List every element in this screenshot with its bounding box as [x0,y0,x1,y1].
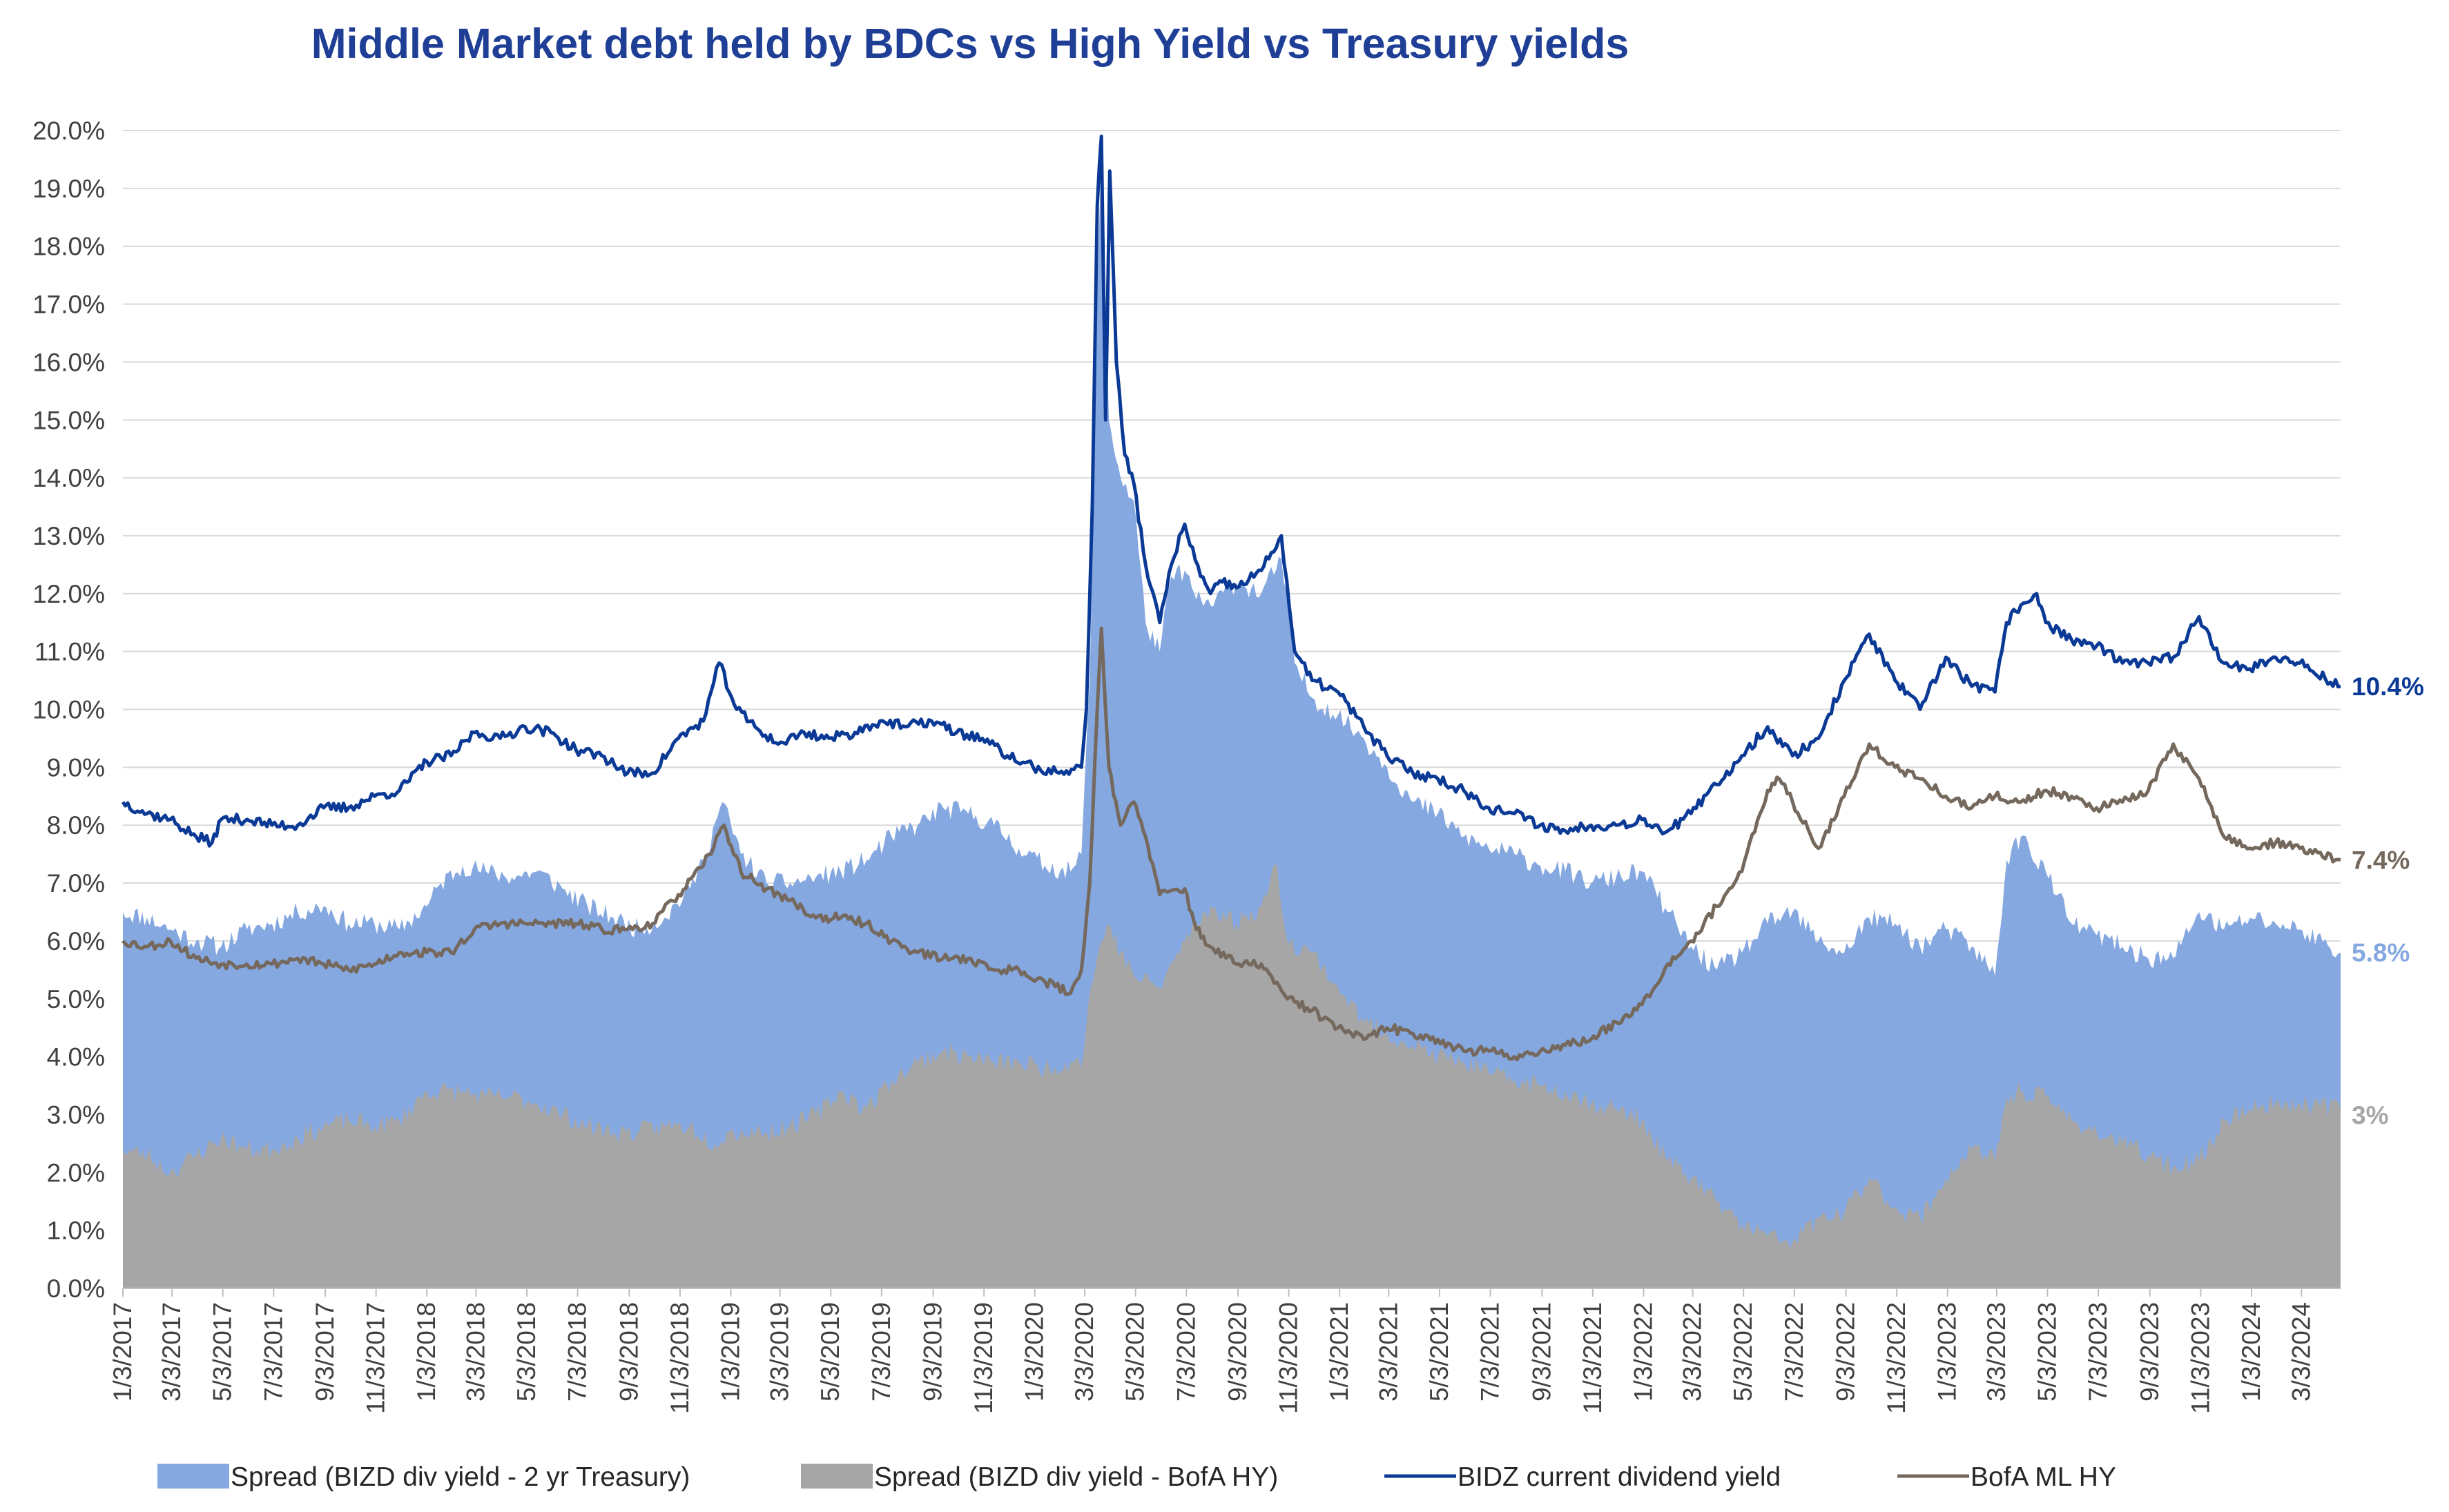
end-label-spread-bizd-div-yield-2-yr-treasury: 5.8% [2352,939,2410,967]
end-label-bofa-ml-hy: 7.4% [2352,846,2410,875]
axes: 0.0% 1.0% 2.0% 3.0% 4.0% 5.0% 6.0% 7.0% 8.0% 9.0%… [32,117,2341,1414]
x-tick-label: 7/3/2023 [2084,1302,2112,1402]
legend-label: Spread (BIZD div yield - 2 yr Treasury) [231,1462,690,1492]
y-tick-label: 16.0% [32,348,105,376]
line-bidz-current-dividend-yield [121,134,2341,848]
x-tick-label: 5/3/2017 [209,1302,237,1402]
legend-item-spread-bizd-div-yield-bofa-hy: Spread (BIZD div yield - BofA HY) [801,1462,1278,1492]
x-tick-label: 9/3/2021 [1527,1302,1556,1402]
x-tick-label: 1/3/2018 [412,1302,441,1402]
x-tick-label: 7/3/2021 [1476,1302,1504,1402]
x-tick-label: 1/3/2020 [1020,1302,1049,1402]
legend-label: BofA ML HY [1971,1462,2116,1492]
x-tick-label: 11/3/2020 [1275,1302,1303,1414]
x-tick-label: 11/3/2022 [1882,1302,1910,1414]
legend-swatch [801,1464,873,1489]
y-tick-label: 20.0% [32,117,105,145]
x-tick-label: 7/3/2018 [563,1302,592,1402]
y-tick-label: 10.0% [32,696,105,724]
y-tick-label: 6.0% [47,927,105,956]
x-tick-label: 11/3/2018 [666,1302,694,1414]
y-tick-label: 13.0% [32,522,105,550]
x-tick-label: 5/3/2021 [1425,1302,1453,1402]
y-tick-label: 7.0% [47,869,105,898]
x-tick-label: 5/3/2022 [1729,1302,1757,1402]
x-tick-label: 9/3/2023 [2136,1302,2164,1402]
x-tick-label: 1/3/2017 [108,1302,137,1402]
y-tick-label: 17.0% [32,291,105,319]
x-tick-label: 3/3/2022 [1678,1302,1707,1402]
x-tick-label: 11/3/2017 [362,1302,390,1414]
y-tick-label: 5.0% [47,985,105,1014]
x-tick-label: 5/3/2019 [816,1302,844,1402]
end-labels: 5.8% 3% 10.4% 7.4% [2352,672,2424,1130]
x-tick-label: 5/3/2020 [1121,1302,1150,1402]
y-tick-label: 4.0% [47,1043,105,1072]
x-tick-label: 11/3/2019 [969,1302,998,1414]
area-series [123,153,2341,1288]
y-tick-label: 8.0% [47,811,105,840]
x-tick-label: 9/3/2019 [919,1302,947,1402]
area-spread-bizd-div-yield-2-yr-treasury [123,153,2341,1288]
x-tick-label: 9/3/2018 [614,1302,643,1402]
x-tick-label: 7/3/2020 [1172,1302,1200,1402]
x-tick-label: 1/3/2024 [2237,1302,2265,1402]
y-tick-label: 15.0% [32,406,105,434]
x-tick-label: 3/3/2018 [461,1302,490,1402]
y-tick-label: 2.0% [47,1159,105,1187]
y-tick-label: 19.0% [32,175,105,203]
x-tick-label: 9/3/2020 [1223,1302,1252,1402]
x-tick-label: 11/3/2023 [2186,1302,2214,1414]
legend-label: Spread (BIZD div yield - BofA HY) [874,1462,1278,1492]
legend-label: BIDZ current dividend yield [1458,1462,1781,1492]
y-tick-label: 12.0% [32,580,105,608]
x-tick-label: 3/3/2020 [1070,1302,1098,1402]
x-tick-label: 1/3/2021 [1325,1302,1353,1402]
x-tick-label: 1/3/2022 [1629,1302,1657,1402]
x-tick-label: 3/3/2021 [1374,1302,1402,1402]
y-tick-label: 3.0% [47,1101,105,1129]
y-tick-label: 0.0% [47,1274,105,1303]
y-tick-label: 11.0% [35,638,105,666]
x-tick-label: 3/3/2023 [1982,1302,2011,1402]
x-tick-label: 7/3/2019 [867,1302,896,1402]
x-tick-label: 5/3/2018 [512,1302,541,1402]
area-spread-bizd-div-yield-bofa-hy [123,864,2341,1288]
y-tick-label: 18.0% [32,233,105,261]
x-tick-label: 3/3/2024 [2287,1302,2315,1402]
x-tick-label: 5/3/2023 [2033,1302,2061,1402]
end-label-bidz-current-dividend-yield: 10.4% [2352,672,2424,701]
x-tick-label: 7/3/2022 [1780,1302,1808,1402]
y-tick-label: 14.0% [32,464,105,492]
x-tick-label: 9/3/2017 [311,1302,339,1402]
legend-swatch [157,1464,229,1489]
line-series [121,134,2341,1062]
x-tick-label: 1/3/2019 [716,1302,744,1402]
end-label-spread-bizd-div-yield-bofa-hy: 3% [2352,1101,2388,1130]
legend-item-spread-bizd-div-yield-2-yr-treasury: Spread (BIZD div yield - 2 yr Treasury) [157,1462,690,1492]
y-tick-label: 1.0% [47,1217,105,1245]
legend-item-bidz-current-dividend-yield: BIDZ current dividend yield [1384,1462,1781,1492]
x-tick-label: 1/3/2023 [1933,1302,1962,1402]
line-bofa-ml-hy [122,626,2341,1062]
x-tick-label: 9/3/2022 [1832,1302,1860,1402]
chart-title: Middle Market debt held by BDCs vs High … [311,20,1629,67]
legend-item-bofa-ml-hy: BofA ML HY [1897,1462,2116,1492]
x-tick-label: 11/3/2021 [1578,1302,1607,1414]
x-tick-label: 3/3/2019 [766,1302,794,1402]
legend: Spread (BIZD div yield - 2 yr Treasury) S… [157,1462,2116,1492]
x-tick-label: 3/3/2017 [157,1302,186,1402]
y-tick-label: 9.0% [47,753,105,782]
x-tick-label: 7/3/2017 [259,1302,287,1402]
